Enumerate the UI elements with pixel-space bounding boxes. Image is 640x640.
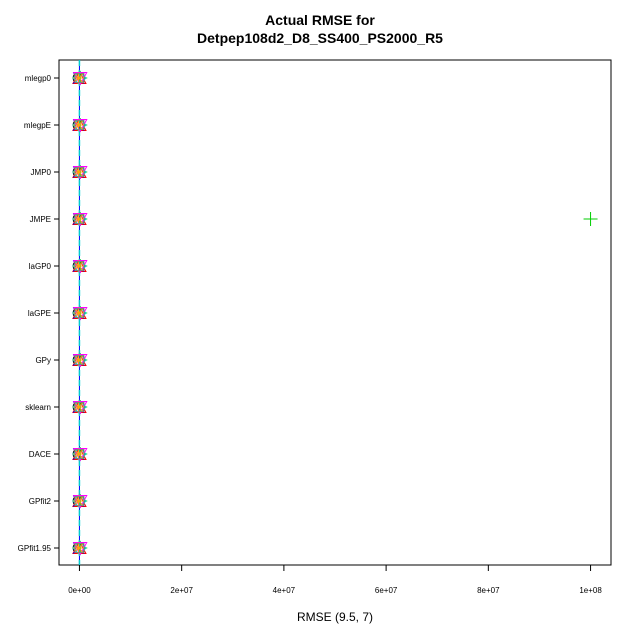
data-point-laGP0	[73, 260, 85, 272]
data-point-GPy	[73, 354, 85, 366]
y-tick-label: laGP0	[29, 262, 52, 271]
chart-title-line2: Detpep108d2_D8_SS400_PS2000_R5	[197, 30, 443, 46]
data-point-laGP0	[74, 261, 85, 271]
data-point-laGPE	[74, 308, 85, 318]
x-tick-label: 2e+07	[170, 586, 193, 595]
data-point-GPy	[74, 355, 85, 365]
data-point-DACE	[74, 449, 85, 459]
x-tick-label: 8e+07	[477, 586, 500, 595]
data-point-JMPE	[74, 214, 85, 224]
data-point-JMPE	[583, 212, 598, 226]
x-tick-label: 1e+08	[579, 586, 602, 595]
plot-frame	[58, 59, 612, 566]
data-point-JMPE	[73, 213, 85, 225]
y-tick-label: GPfit1.95	[18, 544, 52, 553]
y-tick-label: laGPE	[28, 309, 51, 318]
x-tick-label: 0e+00	[68, 586, 91, 595]
data-point-mlegp0	[73, 72, 85, 84]
data-point-sklearn	[74, 402, 85, 412]
data-point-GPfit1.95	[73, 542, 85, 554]
y-tick-label: DACE	[29, 450, 51, 459]
x-tick-label: 6e+07	[375, 586, 398, 595]
y-tick-label: sklearn	[25, 403, 51, 412]
y-tick-label: mlegp0	[25, 74, 52, 83]
y-tick-label: JMP0	[31, 168, 52, 177]
data-point-mlegpE	[74, 120, 85, 130]
x-axis-label: RMSE (9.5, 7)	[297, 610, 373, 624]
data-point-DACE	[73, 448, 85, 460]
y-tick-label: mlegpE	[24, 121, 51, 130]
data-point-mlegp0	[74, 73, 85, 83]
data-point-sklearn	[73, 401, 85, 413]
x-tick-label: 4e+07	[273, 586, 296, 595]
data-point-JMP0	[73, 166, 85, 178]
y-tick-label: JMPE	[30, 215, 51, 224]
data-point-mlegpE	[73, 119, 85, 131]
chart-title-line1: Actual RMSE for	[265, 12, 375, 28]
y-tick-label: GPy	[35, 356, 51, 365]
data-point-JMP0	[74, 167, 85, 177]
data-point-laGPE	[73, 307, 85, 319]
data-point-GPfit2	[74, 496, 85, 506]
data-point-GPfit2	[73, 495, 85, 507]
data-point-GPfit1.95	[74, 543, 85, 553]
y-tick-label: GPfit2	[29, 497, 52, 506]
